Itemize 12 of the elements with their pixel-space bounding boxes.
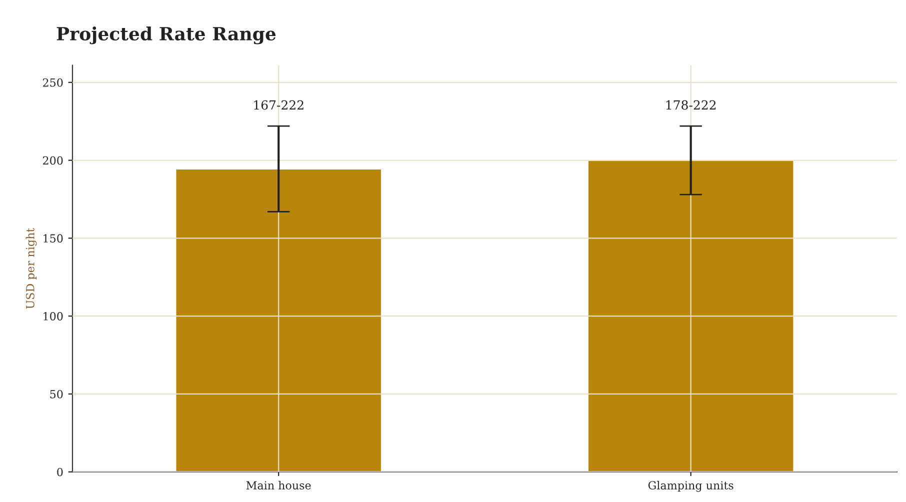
annotation: 178-222: [666, 100, 716, 110]
annotation: 167-222: [254, 100, 304, 110]
y-axis-title: USD per night: [26, 228, 37, 309]
x-tick-label: Glamping units: [648, 480, 734, 492]
y-tick-label: 100: [44, 312, 63, 320]
y-tick-label: 150: [44, 234, 63, 243]
y-tick-label: 200: [42, 156, 63, 165]
y-tick-label: 250: [42, 78, 63, 87]
y-tick-label: 0: [57, 468, 63, 476]
y-tick-label: 50: [50, 390, 63, 398]
chart-title: Projected Rate Range: [56, 26, 276, 44]
x-tick-label: Main house: [246, 480, 311, 490]
